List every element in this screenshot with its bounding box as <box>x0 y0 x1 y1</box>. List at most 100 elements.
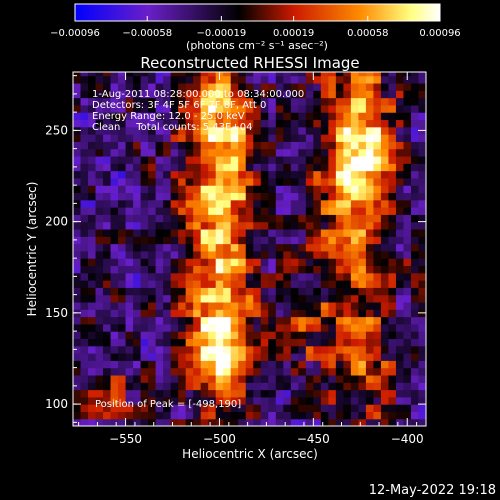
heatmap-cell <box>178 272 187 281</box>
heatmap-cell <box>335 141 344 150</box>
heatmap-cell <box>245 141 254 150</box>
heatmap-cell <box>418 404 426 412</box>
heatmap-cell <box>178 374 187 383</box>
heatmap-cell <box>388 374 397 383</box>
heatmap-cell <box>320 287 329 296</box>
heatmap-cell <box>110 396 119 405</box>
heatmap-cell <box>365 250 375 259</box>
heatmap-cell <box>200 90 209 99</box>
heatmap-cell <box>358 389 367 398</box>
heatmap-cell <box>223 163 232 172</box>
heatmap-cell <box>238 345 247 354</box>
heatmap-cell <box>328 338 337 347</box>
heatmap-cell <box>395 360 405 369</box>
heatmap-cell <box>170 353 179 361</box>
heatmap-cell <box>95 294 104 303</box>
heatmap-cell <box>163 323 172 332</box>
heatmap-cell <box>350 272 359 281</box>
heatmap-cell <box>223 207 232 215</box>
heatmap-cell <box>343 389 352 398</box>
heatmap-cell <box>290 221 299 230</box>
heatmap-cell <box>200 411 209 420</box>
heatmap-cell <box>148 199 157 208</box>
heatmap-cell <box>200 148 209 157</box>
heatmap-cell <box>268 250 277 259</box>
heatmap-cell <box>185 163 194 172</box>
heatmap-cell <box>358 272 367 281</box>
heatmap-cell <box>388 338 397 347</box>
heatmap-cell <box>103 367 112 376</box>
heatmap-cell <box>95 411 104 420</box>
heatmap-cell <box>350 309 359 318</box>
heatmap-cell <box>418 119 426 128</box>
heatmap-cell <box>328 134 337 142</box>
heatmap-cell <box>88 280 97 288</box>
heatmap-cell <box>230 155 239 164</box>
heatmap-cell <box>80 331 89 340</box>
heatmap-cell <box>148 185 157 194</box>
heatmap-cell <box>200 309 209 318</box>
heatmap-cell <box>140 338 149 347</box>
heatmap-cell <box>178 353 187 361</box>
heatmap-cell <box>253 404 262 412</box>
heatmap-cell <box>388 134 397 142</box>
heatmap-cell <box>185 185 194 194</box>
heatmap-cell <box>140 82 149 91</box>
heatmap-cell <box>418 323 426 332</box>
heatmap-cell <box>133 90 142 99</box>
heatmap-cell <box>283 389 292 398</box>
heatmap-cell <box>155 177 164 186</box>
heatmap-cell <box>73 374 82 383</box>
heatmap-cell <box>103 250 112 259</box>
heatmap-cell <box>148 97 157 106</box>
heatmap-cell <box>418 177 426 186</box>
heatmap-cell <box>305 418 314 426</box>
heatmap-cell <box>140 265 149 274</box>
colorbar-ticks: −0.00096 −0.00058 −0.00019 0.00019 0.00058 0.… <box>50 16 461 39</box>
heatmap-cell <box>103 148 112 157</box>
heatmap-cell <box>275 148 284 157</box>
heatmap-cell <box>185 331 194 340</box>
heatmap-cell <box>110 236 119 245</box>
heatmap-cell <box>163 148 172 157</box>
heatmap-cell <box>373 316 382 325</box>
heatmap-cell <box>110 345 119 354</box>
heatmap-cell <box>103 192 112 201</box>
heatmap-cell <box>365 309 375 318</box>
heatmap-cell <box>185 90 194 99</box>
heatmap-cell <box>155 207 164 215</box>
heatmap-cell <box>170 265 179 274</box>
heatmap-cell <box>403 294 412 303</box>
heatmap-cell <box>73 82 82 91</box>
heatmap-cell <box>140 126 149 135</box>
heatmap-cell <box>410 214 420 223</box>
heatmap-cell <box>200 404 209 412</box>
heatmap-cell <box>223 126 232 135</box>
heatmap-cell <box>148 163 157 172</box>
heatmap-cell <box>380 228 390 237</box>
heatmap-cell <box>140 228 149 237</box>
heatmap-cell <box>320 221 329 230</box>
heatmap-cell <box>140 119 149 128</box>
heatmap-cell <box>418 207 426 215</box>
heatmap-cell <box>283 280 292 288</box>
heatmap-cell <box>328 316 337 325</box>
heatmap-cell <box>313 134 322 142</box>
heatmap-cell <box>80 104 89 113</box>
heatmap-cell <box>373 228 382 237</box>
heatmap-cell <box>133 170 142 179</box>
heatmap-cell <box>313 331 322 340</box>
heatmap-cell <box>290 75 299 84</box>
heatmap-cell <box>178 126 187 135</box>
heatmap-cell <box>253 243 262 252</box>
heatmap-cell <box>373 258 382 267</box>
heatmap-cell <box>170 331 179 340</box>
heatmap-cell <box>170 309 179 318</box>
heatmap-cell <box>395 126 405 135</box>
heatmap-cell <box>253 411 262 420</box>
heatmap-cell <box>380 265 390 274</box>
heatmap-cell <box>73 323 82 332</box>
heatmap-cell <box>178 119 187 128</box>
heatmap-cell <box>208 112 217 121</box>
heatmap-cell <box>305 112 314 121</box>
